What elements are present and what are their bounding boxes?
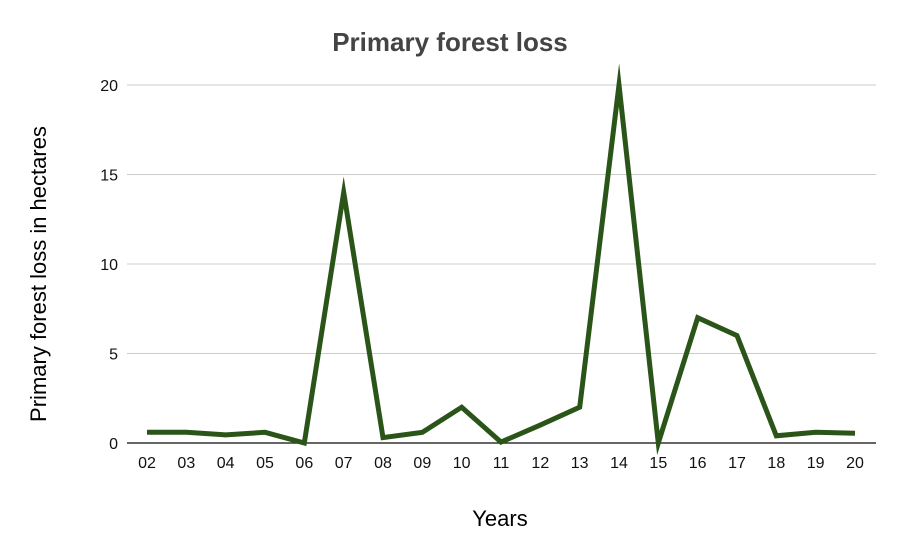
y-tick-label: 5	[109, 347, 118, 364]
x-tick-label: 15	[649, 455, 667, 472]
x-tick-label: 11	[493, 455, 510, 472]
x-tick-label: 04	[217, 455, 235, 472]
x-tick-label: 12	[531, 455, 549, 472]
x-axis-ticks: 02 03 04 05 06 07 08 09 10 11 12 13 14 15 16 17 18 19 20	[138, 455, 864, 472]
y-axis-title: Primary forest loss in hectares	[26, 126, 51, 422]
chart-title: Primary forest loss	[332, 27, 568, 57]
y-tick-label: 0	[109, 436, 118, 453]
x-tick-label: 05	[256, 455, 274, 472]
x-tick-label: 07	[335, 455, 353, 472]
y-tick-label: 10	[100, 257, 118, 274]
y-tick-label: 20	[100, 78, 118, 95]
x-tick-label: 18	[767, 455, 785, 472]
x-tick-label: 02	[138, 455, 156, 472]
x-tick-label: 13	[571, 455, 589, 472]
y-axis-ticks: 0 5 10 15 20	[100, 78, 118, 453]
x-tick-label: 16	[689, 455, 707, 472]
x-axis-title: Years	[472, 506, 527, 531]
x-tick-label: 10	[453, 455, 471, 472]
x-tick-label: 14	[610, 455, 628, 472]
y-tick-label: 15	[100, 168, 118, 185]
series-group	[146, 63, 856, 456]
x-tick-label: 19	[807, 455, 825, 472]
x-tick-label: 03	[177, 455, 195, 472]
gridlines	[127, 84, 876, 354]
x-tick-label: 17	[728, 455, 746, 472]
x-tick-label: 20	[846, 455, 864, 472]
x-tick-label: 09	[413, 455, 431, 472]
x-tick-label: 06	[295, 455, 313, 472]
x-tick-label: 08	[374, 455, 392, 472]
